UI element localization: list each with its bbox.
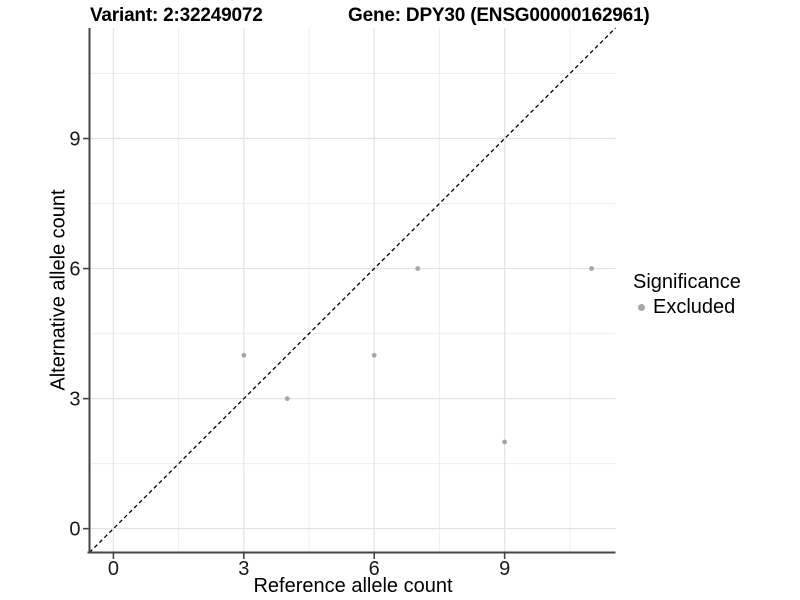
data-point (415, 266, 421, 271)
data-point (502, 439, 508, 445)
data-point (284, 396, 290, 402)
variant-title: Variant: 2:32249072 (90, 5, 263, 26)
data-point (371, 352, 377, 358)
data-point (589, 266, 594, 271)
legend-title: Significance (633, 271, 741, 293)
axis-lines (87, 28, 616, 554)
x-tick-labels: 0 3 6 9 (108, 558, 510, 580)
legend-item-label: Excluded (653, 296, 736, 318)
x-axis-title: Reference allele count (253, 575, 453, 597)
x-tick-label: 0 (108, 558, 119, 580)
axis-tick-marks (83, 137, 506, 559)
y-tick-label: 9 (69, 129, 80, 151)
x-tick-label: 9 (499, 558, 510, 580)
x-tick-label: 3 (238, 558, 249, 580)
x-tick-label: 6 (369, 558, 380, 580)
legend: Significance Excluded (633, 271, 741, 319)
y-tick-label: 0 (69, 519, 80, 541)
legend-item-excluded: Excluded (633, 296, 741, 319)
identity-line-group (89, 27, 616, 553)
gridlines-major (89, 28, 616, 553)
data-points-group (241, 266, 594, 445)
y-axis-title: Alternative allele count (47, 189, 70, 391)
y-tick-label: 3 (69, 389, 80, 411)
gene-title: Gene: DPY30 (ENSG00000162961) (348, 5, 650, 26)
y-tick-labels: 0 3 6 9 (69, 129, 80, 541)
legend-point-icon (638, 304, 645, 311)
gridlines-minor (89, 28, 616, 553)
data-point (241, 352, 247, 358)
identity-line-dashed (89, 27, 616, 553)
y-tick-label: 6 (69, 259, 80, 281)
